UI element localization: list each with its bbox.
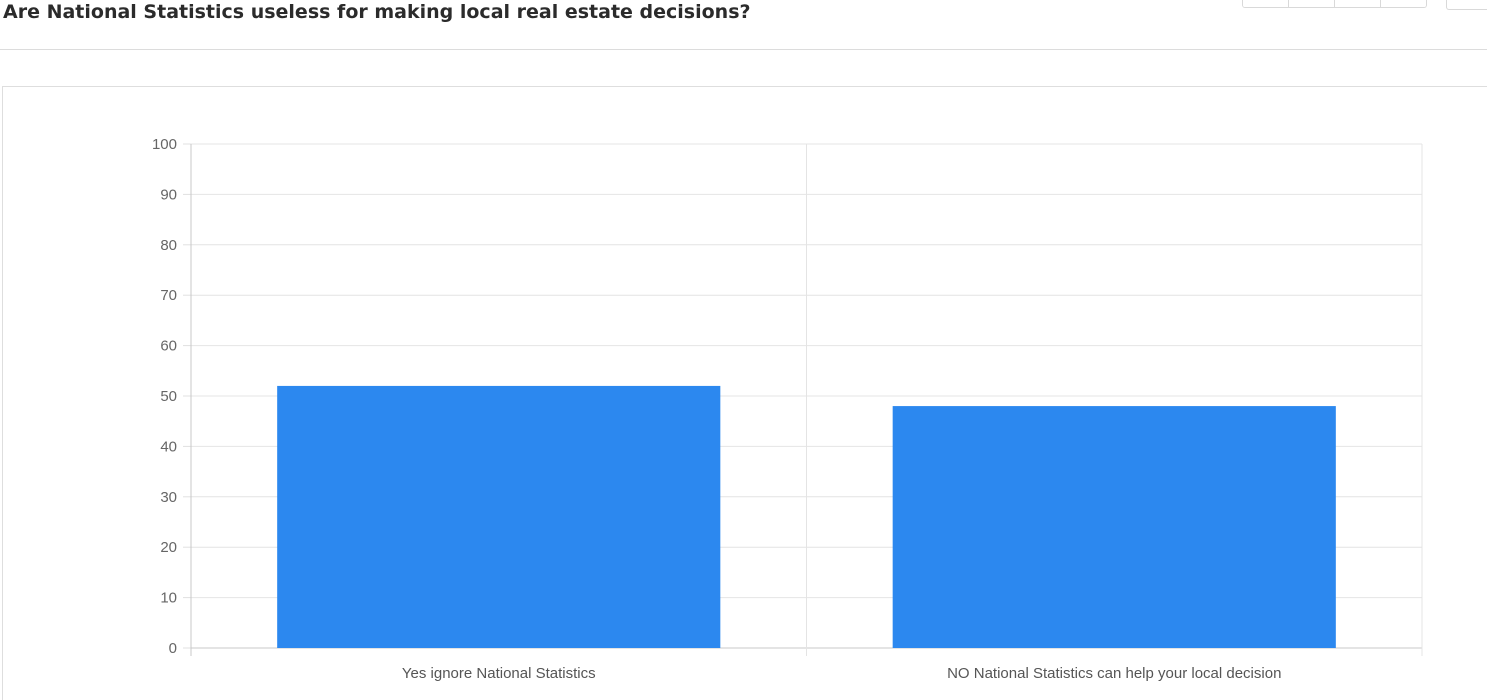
toolbar-button-4[interactable] [1381, 0, 1426, 7]
y-tick-label: 10 [160, 590, 177, 607]
y-tick-label: 90 [160, 186, 177, 203]
y-tick-label: 20 [160, 539, 177, 556]
x-tick-label: NO National Statistics can help your loc… [947, 665, 1281, 682]
y-tick-label: 60 [160, 338, 177, 355]
bar [277, 385, 721, 648]
chart-card: 0 10 20 30 40 50 60 70 80 90 100 Yes ignore Nationa… [2, 86, 1487, 700]
y-tick-label: 100 [152, 136, 177, 153]
y-tick-label: 50 [160, 388, 177, 405]
toolbar-extra-button[interactable] [1446, 0, 1487, 10]
toolbar-button-1[interactable] [1243, 0, 1289, 7]
y-tick-label: 80 [160, 237, 177, 254]
header: Are National Statistics useless for maki… [0, 0, 1487, 50]
x-tick-label: Yes ignore National Statistics [402, 665, 596, 682]
y-tick-label: 0 [169, 640, 177, 657]
toolbar-button-group [1242, 0, 1427, 8]
toolbar-button-2[interactable] [1289, 0, 1335, 7]
bar [892, 406, 1336, 648]
y-tick-label: 30 [160, 489, 177, 506]
toolbar-button-3[interactable] [1335, 0, 1381, 7]
bar-chart: 0 10 20 30 40 50 60 70 80 90 100 Yes ignore Nationa… [152, 136, 1423, 682]
y-tick-label: 70 [160, 287, 177, 304]
page-title: Are National Statistics useless for maki… [3, 1, 751, 23]
y-tick-label: 40 [160, 438, 177, 455]
